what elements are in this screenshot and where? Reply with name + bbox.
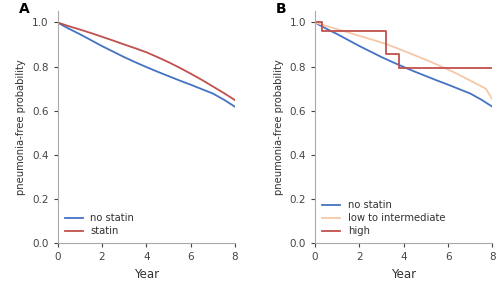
no statin (378, 55, 384, 59)
low to intermediate (416, 55, 422, 59)
no statin (66, 27, 71, 30)
no statin (221, 98, 227, 101)
no statin (356, 44, 362, 48)
high (423, 67, 429, 70)
no statin (88, 38, 94, 42)
Text: A: A (18, 2, 29, 16)
statin (110, 39, 116, 42)
low to intermediate (483, 87, 489, 90)
Legend: no statin, statin: no statin, statin (62, 211, 136, 238)
no statin (121, 55, 127, 59)
Line: no statin: no statin (58, 22, 235, 107)
Legend: no statin, low to intermediate, high: no statin, low to intermediate, high (320, 198, 448, 238)
no statin (54, 21, 60, 24)
low to intermediate (383, 42, 389, 46)
high (423, 66, 429, 69)
low to intermediate (460, 76, 466, 79)
no statin (490, 105, 496, 108)
no statin (188, 83, 194, 86)
no statin (478, 98, 484, 101)
low to intermediate (361, 35, 367, 39)
Y-axis label: pneumonia-free probability: pneumonia-free probability (274, 59, 284, 195)
statin (199, 78, 205, 82)
no statin (316, 23, 322, 27)
no statin (390, 61, 396, 64)
no statin (468, 92, 473, 95)
no statin (412, 70, 418, 73)
high (396, 66, 402, 69)
high (383, 53, 389, 56)
no statin (400, 65, 406, 69)
no statin (445, 83, 451, 86)
Line: high: high (315, 22, 492, 68)
X-axis label: Year: Year (134, 268, 159, 281)
no statin (176, 79, 182, 82)
no statin (423, 74, 429, 78)
low to intermediate (490, 98, 496, 101)
low to intermediate (394, 46, 400, 50)
statin (54, 21, 60, 24)
statin (66, 24, 71, 28)
no statin (132, 61, 138, 64)
no statin (154, 70, 160, 73)
low to intermediate (312, 21, 318, 24)
no statin (368, 50, 374, 53)
statin (144, 50, 150, 54)
statin (99, 35, 105, 38)
no statin (232, 105, 238, 108)
no statin (434, 79, 440, 82)
statin (59, 22, 65, 26)
low to intermediate (405, 51, 411, 54)
high (312, 21, 318, 24)
statin (210, 85, 216, 88)
low to intermediate (472, 81, 478, 85)
low to intermediate (438, 65, 444, 68)
statin (188, 72, 194, 75)
no statin (345, 38, 351, 42)
no statin (99, 44, 105, 48)
Text: B: B (276, 2, 286, 16)
Line: no statin: no statin (315, 22, 492, 107)
no statin (210, 92, 216, 95)
high (490, 67, 496, 70)
no statin (76, 32, 82, 36)
high (318, 21, 324, 24)
low to intermediate (372, 39, 378, 42)
statin (166, 61, 172, 64)
Line: low to intermediate: low to intermediate (315, 22, 492, 100)
Y-axis label: pneumonia-free probability: pneumonia-free probability (16, 59, 26, 195)
no statin (144, 65, 150, 69)
X-axis label: Year: Year (391, 268, 416, 281)
low to intermediate (318, 23, 324, 26)
low to intermediate (338, 29, 344, 32)
Line: statin: statin (58, 22, 235, 100)
statin (121, 43, 127, 46)
no statin (323, 27, 329, 30)
no statin (456, 87, 462, 91)
high (318, 29, 324, 33)
no statin (59, 23, 65, 27)
statin (132, 46, 138, 50)
low to intermediate (450, 70, 456, 73)
statin (76, 28, 82, 31)
statin (232, 98, 238, 102)
statin (221, 91, 227, 95)
no statin (110, 50, 116, 53)
high (396, 53, 402, 56)
no statin (334, 32, 340, 36)
statin (88, 31, 94, 35)
statin (154, 55, 160, 59)
low to intermediate (328, 25, 334, 29)
statin (176, 66, 182, 69)
high (383, 29, 389, 33)
low to intermediate (428, 60, 434, 63)
low to intermediate (350, 32, 356, 36)
no statin (312, 21, 318, 24)
no statin (166, 74, 172, 78)
no statin (199, 87, 205, 91)
